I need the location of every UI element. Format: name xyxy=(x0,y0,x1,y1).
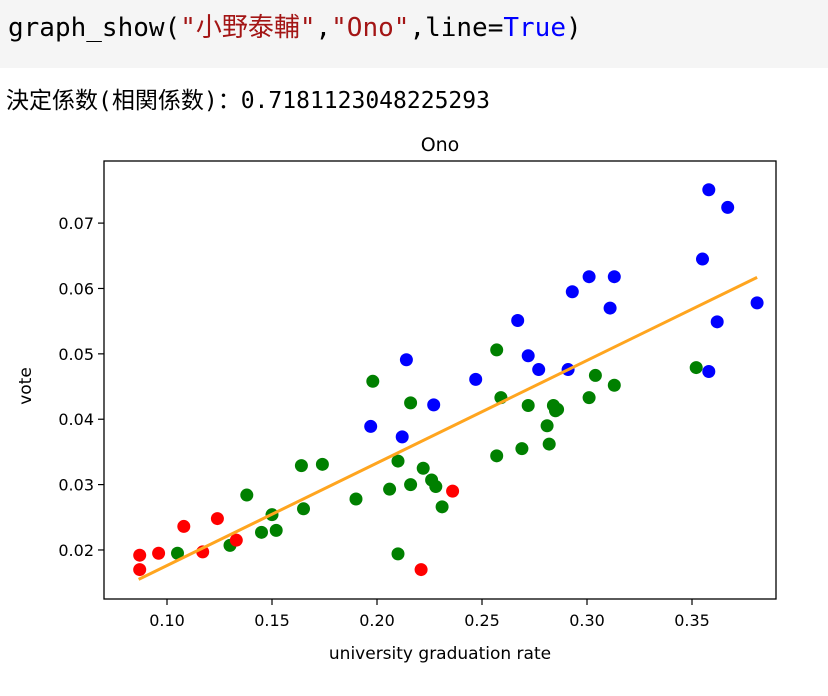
green-data-point xyxy=(429,480,443,494)
red-data-point xyxy=(133,563,147,577)
green-data-point xyxy=(689,361,703,375)
green-data-point xyxy=(255,525,268,539)
red-data-point xyxy=(414,563,428,577)
green-data-point xyxy=(416,461,430,475)
blue-data-point xyxy=(702,365,716,379)
blue-data-point xyxy=(521,349,535,363)
blue-data-point xyxy=(364,419,378,433)
green-data-point xyxy=(294,459,308,473)
y-tick-label: 0.06 xyxy=(58,279,94,298)
green-data-point xyxy=(490,343,504,357)
x-tick-label: 0.10 xyxy=(149,611,185,630)
blue-data-point xyxy=(696,252,709,266)
red-data-point xyxy=(177,519,191,533)
y-tick-label: 0.07 xyxy=(58,214,94,233)
green-data-point xyxy=(297,502,310,516)
green-data-point xyxy=(391,547,405,561)
green-data-point xyxy=(588,368,602,382)
green-data-point xyxy=(240,488,254,502)
green-data-point xyxy=(540,419,554,433)
code-token-keyword: True xyxy=(503,13,566,43)
red-data-point xyxy=(152,546,166,560)
code-token-string: "Ono" xyxy=(331,13,410,43)
green-data-point xyxy=(349,492,363,506)
x-tick-label: 0.30 xyxy=(569,611,605,630)
y-axis-label: vote xyxy=(16,367,36,405)
code-token-close: ) xyxy=(565,13,582,43)
y-tick-label: 0.05 xyxy=(58,345,94,364)
y-tick-label: 0.03 xyxy=(58,476,94,495)
blue-data-point xyxy=(721,200,735,214)
scatter-chart: 0.10 0.15 0.20 0.25 0.30 0.35 0.02 0.03 0.04 0.05… xyxy=(16,134,777,664)
green-data-point xyxy=(521,398,535,412)
y-tick-label: 0.04 xyxy=(58,410,94,429)
x-tick-label: 0.15 xyxy=(254,611,290,630)
x-tick-label: 0.20 xyxy=(359,611,395,630)
chart-title: Ono xyxy=(421,134,460,156)
red-data-point xyxy=(133,548,147,562)
green-data-point xyxy=(171,546,184,560)
blue-data-point xyxy=(603,301,617,315)
green-data-point xyxy=(383,482,397,496)
plot-frame xyxy=(103,160,777,600)
blue-data-point xyxy=(702,183,716,197)
green-data-point xyxy=(515,442,529,456)
code-token-arg: ,line= xyxy=(409,13,504,43)
green-data-point xyxy=(269,523,283,537)
blue-data-point xyxy=(710,315,724,329)
blue-data-point xyxy=(427,398,441,412)
blue-data-point xyxy=(750,296,764,310)
code-cell[interactable]: graph_show("小野泰輔","Ono",line=True) xyxy=(0,0,828,68)
blue-data-point xyxy=(532,363,546,377)
blue-data-point xyxy=(565,285,579,299)
y-tick-label: 0.02 xyxy=(58,541,94,560)
axis-ticks: 0.10 0.15 0.20 0.25 0.30 0.35 0.02 0.03 0.04 0.05… xyxy=(58,214,709,630)
blue-data-point xyxy=(469,372,483,386)
green-data-point xyxy=(366,374,380,388)
blue-data-point xyxy=(511,314,525,328)
output-value: 0.7181123048225293 xyxy=(240,88,490,114)
x-axis-label: university graduation rate xyxy=(329,644,551,664)
x-tick-label: 0.35 xyxy=(674,611,710,630)
code-token-comma: , xyxy=(315,13,332,43)
x-tick-label: 0.25 xyxy=(464,611,500,630)
data-points xyxy=(133,183,764,577)
green-data-point xyxy=(542,437,556,451)
blue-data-point xyxy=(582,270,596,284)
blue-data-point xyxy=(399,353,413,367)
red-data-point xyxy=(229,533,243,547)
regression-line xyxy=(137,276,758,581)
blue-data-point xyxy=(607,270,621,284)
green-data-point xyxy=(582,391,596,405)
code-token-string: "小野泰輔" xyxy=(180,13,316,43)
plot-output: 0.10 0.15 0.20 0.25 0.30 0.35 0.02 0.03 0.04 0.05… xyxy=(0,125,828,692)
blue-data-point xyxy=(395,430,409,444)
green-data-point xyxy=(404,396,418,410)
green-data-point xyxy=(490,449,504,463)
green-data-point xyxy=(315,457,329,471)
output-label: 決定係数(相関係数)： xyxy=(6,88,241,114)
green-data-point xyxy=(391,454,405,468)
code-token-call: graph_show( xyxy=(8,13,181,43)
red-data-point xyxy=(210,512,224,526)
green-data-point xyxy=(404,478,418,492)
green-data-point xyxy=(549,404,562,418)
red-data-point xyxy=(446,484,460,498)
green-data-point xyxy=(435,500,449,514)
green-data-point xyxy=(607,378,621,392)
output-text: 決定係数(相関係数)：0.7181123048225293 xyxy=(6,86,490,116)
